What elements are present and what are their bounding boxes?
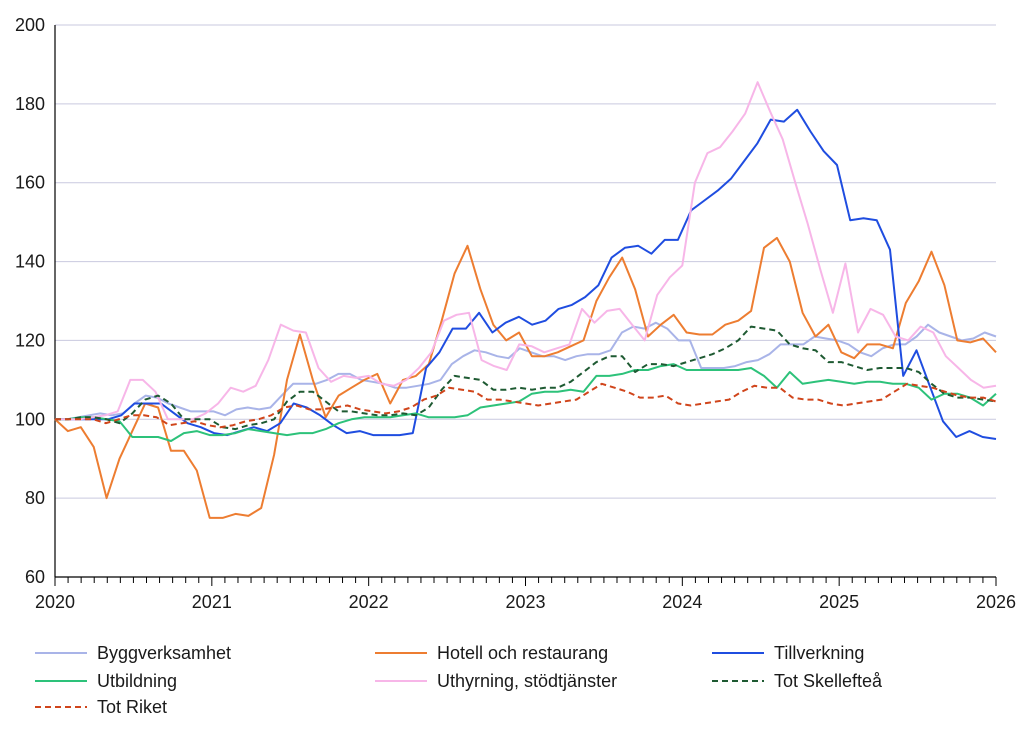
y-tick-label: 140: [15, 252, 45, 272]
series-line-3: [55, 363, 997, 442]
series-line-6: [55, 382, 997, 429]
series-lines: [54, 81, 997, 519]
gridlines: [55, 24, 996, 499]
series-line-2: [55, 108, 997, 440]
y-tick-label: 60: [25, 567, 45, 587]
legend-label-0: Byggverksamhet: [97, 643, 231, 663]
series-line-1: [54, 236, 997, 519]
y-tick-label: 160: [15, 173, 45, 193]
x-tick-label: 2026: [976, 592, 1016, 612]
x-tick-label: 2021: [192, 592, 232, 612]
y-tick-label: 80: [25, 488, 45, 508]
series-line-5: [55, 325, 997, 431]
x-tick-label: 2024: [662, 592, 702, 612]
y-tick-label: 200: [15, 15, 45, 35]
legend-label-2: Tillverkning: [774, 643, 864, 663]
x-tick-label: 2025: [819, 592, 859, 612]
series-line-4: [55, 81, 997, 421]
y-tick-label: 180: [15, 94, 45, 114]
legend-label-6: Tot Riket: [97, 697, 167, 717]
x-tick-label: 2023: [505, 592, 545, 612]
legend: Byggverksamhet Hotell och restaurang Tillv…: [35, 643, 883, 717]
legend-label-5: Tot Skellefteå: [774, 671, 883, 691]
y-tick-label: 120: [15, 330, 45, 350]
legend-label-1: Hotell och restaurang: [437, 643, 608, 663]
x-tick-label: 2022: [349, 592, 389, 612]
legend-label-3: Utbildning: [97, 671, 177, 691]
legend-label-4: Uthyrning, stödtjänster: [437, 671, 617, 691]
y-tick-label: 100: [15, 409, 45, 429]
series-line-0: [55, 321, 997, 421]
x-tick-label: 2020: [35, 592, 75, 612]
y-axis-tick-labels: 60 80 100 120 140 160 180 200: [15, 15, 45, 587]
x-axis: 2020 2021 2022 2023 2024 2025 2026: [35, 25, 1016, 612]
